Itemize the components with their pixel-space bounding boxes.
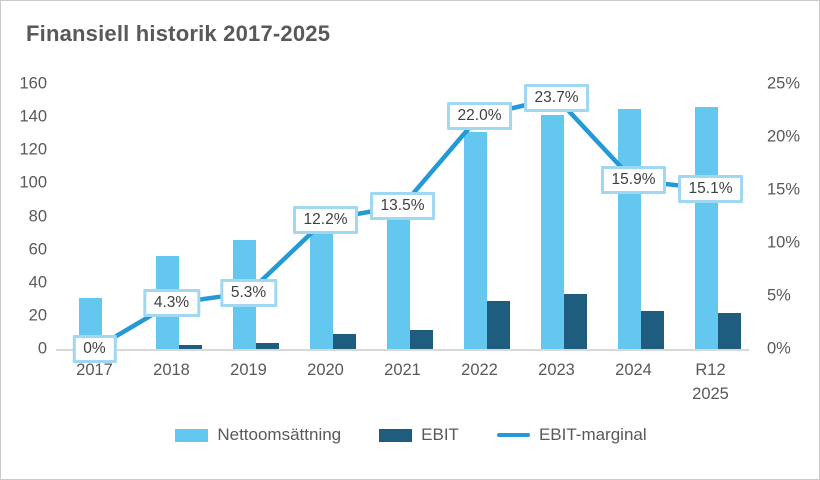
x-axis-label: 2021	[384, 361, 421, 379]
legend: Nettoomsättning EBIT EBIT-marginal	[1, 425, 819, 445]
bar-ebit	[255, 343, 279, 349]
legend-label: Nettoomsättning	[217, 425, 342, 444]
bar-ebit	[409, 329, 433, 349]
x-axis-label: 2018	[153, 361, 190, 379]
bar-revenue	[694, 107, 718, 349]
right-axis-tick: 15%	[767, 180, 801, 199]
bar-revenue	[463, 132, 487, 349]
left-axis-tick: 140	[19, 107, 47, 126]
left-axis-tick: 80	[28, 207, 47, 225]
legend-item: EBIT-marginal	[496, 425, 647, 445]
left-axis-tick: 0	[37, 339, 47, 358]
legend-label: EBIT-marginal	[538, 425, 647, 444]
bar-revenue	[617, 108, 641, 349]
margin-point-label: 4.3%	[142, 289, 201, 318]
bar-ebit	[486, 301, 510, 349]
left-axis-tick: 160	[19, 74, 47, 93]
right-axis-tick: 0%	[767, 339, 791, 358]
legend-swatch-bar	[175, 428, 209, 442]
x-axis-label: 2019	[230, 361, 267, 379]
legend-label: EBIT	[421, 425, 459, 444]
right-axis-tick: 5%	[767, 286, 791, 305]
x-axis-label: 2023	[538, 361, 575, 379]
legend-item: Nettoomsättning	[175, 425, 341, 445]
bar-ebit	[563, 293, 587, 349]
legend-swatch-line	[496, 432, 530, 438]
x-axis-line	[56, 349, 749, 351]
x-axis-label: 2024	[615, 361, 652, 379]
left-axis-tick: 40	[28, 273, 47, 292]
x-axis-label: 2020	[307, 361, 344, 379]
chart-title: Finansiell historik 2017-2025	[26, 21, 331, 46]
bar-revenue	[540, 115, 564, 349]
bar-ebit	[717, 312, 741, 349]
margin-point-label: 0%	[72, 335, 117, 363]
margin-point-label: 12.2%	[292, 205, 359, 234]
margin-point-label: 5.3%	[219, 278, 278, 307]
left-axis-tick: 20	[28, 306, 47, 325]
legend-item: EBIT	[379, 425, 459, 445]
right-axis-tick: 25%	[767, 74, 801, 93]
x-axis-label: 2017	[76, 361, 113, 379]
margin-point-label: 13.5%	[369, 191, 436, 220]
left-axis-tick: 60	[28, 240, 47, 259]
left-axis-tick: 100	[19, 173, 47, 192]
margin-point-label: 15.9%	[600, 166, 667, 195]
bar-revenue	[309, 229, 333, 349]
margin-point-label: 15.1%	[677, 174, 744, 203]
bar-ebit	[178, 345, 202, 349]
margin-point-label: 22.0%	[446, 101, 513, 130]
x-axis-label: 2022	[461, 361, 498, 379]
x-axis-label: R12 2025	[692, 361, 729, 403]
bar-ebit	[640, 310, 664, 349]
legend-swatch-bar	[379, 428, 413, 442]
margin-point-label: 23.7%	[523, 83, 590, 112]
left-axis-tick: 120	[19, 140, 47, 159]
right-axis-tick: 10%	[767, 233, 801, 252]
bar-revenue	[386, 208, 410, 349]
bar-ebit	[332, 334, 356, 349]
right-axis-tick: 20%	[767, 127, 801, 146]
